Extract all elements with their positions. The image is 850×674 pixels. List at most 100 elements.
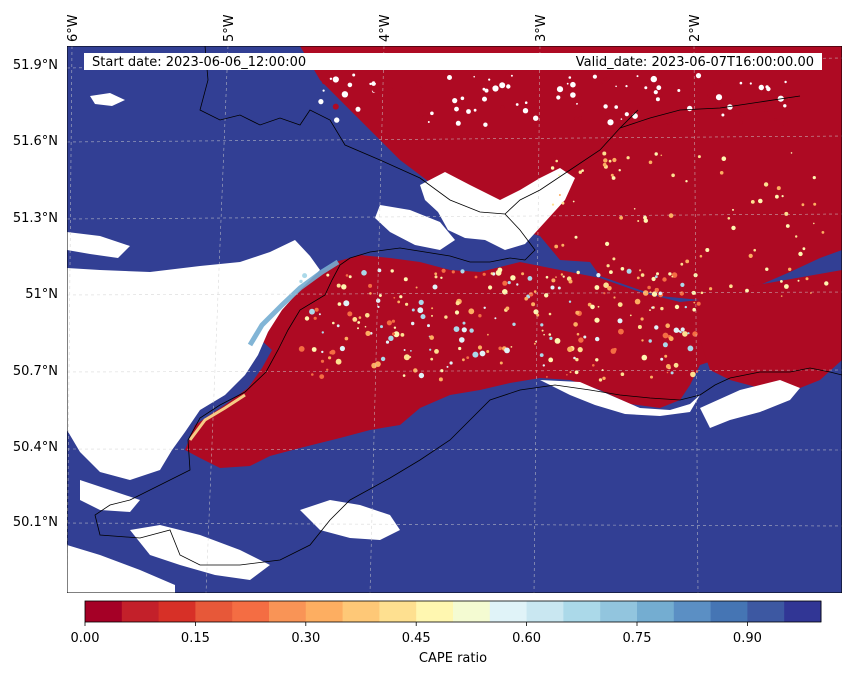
graticule	[67, 46, 842, 593]
speckle	[607, 119, 614, 126]
speckle	[626, 268, 632, 274]
speckle	[783, 104, 787, 108]
colorbar-swatch	[85, 601, 123, 622]
colorbar-ticks	[84, 622, 748, 626]
speckle	[357, 321, 361, 324]
speckle	[558, 174, 561, 177]
speckle	[574, 235, 578, 239]
speckle	[504, 347, 510, 354]
speckle	[541, 329, 544, 332]
speckle	[500, 105, 505, 110]
speckle	[550, 166, 555, 170]
speckle	[544, 293, 549, 298]
speckle	[700, 291, 704, 295]
speckle	[689, 96, 695, 102]
speckle	[655, 287, 659, 292]
speckle	[455, 301, 460, 306]
speckle	[680, 327, 685, 332]
speckle	[386, 320, 392, 326]
speckle	[749, 82, 752, 85]
speckle	[581, 169, 584, 172]
speckle	[531, 302, 536, 307]
speckle	[707, 92, 713, 98]
speckle	[577, 347, 583, 353]
speckle	[687, 105, 693, 112]
speckle	[718, 80, 722, 84]
speckle	[368, 283, 373, 288]
speckle	[697, 155, 701, 159]
speckle	[472, 351, 479, 358]
speckle	[620, 372, 625, 377]
speckle	[391, 319, 395, 323]
speckle	[454, 310, 460, 315]
speckle	[528, 292, 534, 297]
speckle	[753, 248, 756, 252]
start-date-label: Start date: 2023-06-06_12:00:00	[92, 55, 306, 70]
speckle	[345, 274, 349, 277]
speckle	[763, 182, 769, 187]
speckle	[524, 101, 528, 104]
speckle	[490, 272, 494, 275]
speckle	[562, 275, 565, 278]
speckle	[682, 331, 688, 337]
speckle	[637, 220, 640, 222]
speckle	[619, 215, 623, 220]
speckle	[524, 296, 528, 301]
speckle	[810, 292, 812, 294]
speckle	[352, 317, 358, 322]
speckle	[438, 377, 443, 382]
speckle	[521, 272, 525, 276]
speckle	[692, 331, 698, 337]
speckle	[561, 201, 565, 205]
speckle	[641, 339, 644, 342]
speckle	[660, 306, 664, 311]
speckle	[454, 106, 459, 112]
land-field-east	[700, 270, 842, 392]
speckle	[687, 332, 690, 335]
speckle	[575, 310, 580, 315]
nodata-patch-west-small	[67, 232, 130, 258]
speckle	[649, 309, 651, 311]
colorbar-swatch	[747, 601, 785, 622]
speckle	[321, 331, 324, 334]
colorbar-tick-0-30: 0.30	[291, 631, 320, 646]
speckle	[758, 198, 763, 204]
speckle	[321, 350, 324, 354]
longitude-labels: 6°W 5°W 4°W 3°W 2°W	[66, 14, 703, 42]
nodata-patch-northwest-2	[90, 93, 125, 106]
speckle	[776, 186, 781, 191]
speckle	[558, 194, 561, 196]
speckle	[311, 373, 314, 376]
speckle	[578, 337, 584, 343]
speckle	[334, 117, 340, 123]
speckle	[482, 87, 486, 91]
speckle	[636, 75, 639, 78]
speckle	[380, 356, 386, 362]
speckle	[605, 241, 610, 246]
speckle	[533, 115, 539, 121]
speckle	[590, 304, 595, 310]
speckle	[326, 368, 329, 371]
nodata-patch-southeast	[700, 380, 800, 428]
colorbar-swatch	[305, 601, 344, 622]
speckle	[550, 285, 555, 290]
colorbar-swatch	[269, 601, 307, 622]
speckle	[574, 370, 579, 375]
nodata-patch-channel-4	[80, 480, 140, 512]
speckle	[634, 298, 641, 305]
speckle	[339, 345, 345, 352]
lon-label-4w: 4°W	[378, 14, 393, 42]
speckle	[673, 327, 679, 333]
speckle	[364, 325, 367, 328]
speckle	[415, 286, 418, 289]
speckle	[592, 74, 598, 79]
speckle	[322, 89, 325, 92]
speckle	[765, 267, 769, 271]
speckle	[473, 108, 477, 112]
colorbar-tick-0-75: 0.75	[623, 631, 652, 646]
speckle	[644, 86, 648, 90]
speckle	[695, 73, 702, 79]
speckle	[617, 302, 623, 307]
speckle	[462, 321, 466, 325]
speckle	[603, 104, 608, 109]
